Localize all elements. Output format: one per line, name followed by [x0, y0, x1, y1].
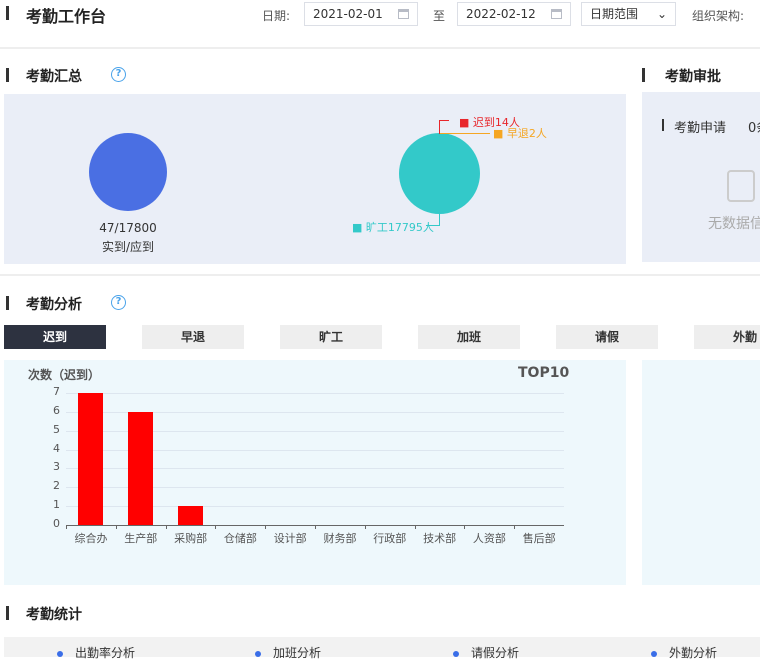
x-tick-label: 行政部: [373, 532, 407, 545]
section-marker: [6, 296, 9, 310]
apply-count: 0条: [748, 121, 760, 136]
calendar-icon: [398, 9, 409, 19]
tab-early-leave[interactable]: 早退: [142, 325, 244, 349]
end-date-value: 2022-02-12: [466, 7, 536, 21]
grid-line: [66, 506, 564, 508]
start-date-value: 2021-02-01: [313, 7, 383, 21]
divider: [0, 47, 760, 49]
x-tick-label: 技术部: [423, 532, 457, 545]
x-tick-mark: [364, 525, 366, 529]
grid-line: [66, 487, 564, 489]
empty-text: 无数据信息: [708, 216, 760, 232]
y-tick-label: 2: [53, 479, 60, 493]
stat-overtime[interactable]: 加班分析: [255, 644, 321, 661]
chart-panel-right: [642, 360, 760, 585]
section-marker: [6, 606, 9, 620]
y-axis-label: 次数（迟到）: [28, 368, 101, 382]
pie-label-early: ■ 早退2人: [493, 127, 547, 140]
statistics-title: 考勤统计: [26, 607, 82, 623]
date-range-select[interactable]: 日期范围 ⌄: [581, 2, 676, 26]
to-label: 至: [433, 9, 446, 23]
x-tick-mark: [115, 525, 117, 529]
attendance-ratio: 47/17800: [99, 221, 157, 235]
grid-line: [66, 449, 564, 451]
x-tick-label: 生产部: [124, 532, 158, 545]
x-tick-mark: [215, 525, 217, 529]
grid-line: [66, 411, 564, 413]
y-tick-label: 5: [53, 422, 60, 436]
section-marker: [6, 68, 9, 82]
y-tick-label: 7: [53, 385, 60, 398]
pie-label-absent: ■ 旷工17795人: [352, 221, 434, 234]
attendance-ratio-label: 实到/应到: [101, 240, 155, 254]
stat-field-work[interactable]: 外勤分析: [651, 644, 717, 661]
date-range-value: 日期范围: [590, 7, 639, 21]
y-tick-label: 6: [53, 403, 60, 417]
tab-field-work[interactable]: 外勤: [694, 325, 760, 349]
x-tick-mark: [414, 525, 416, 529]
date-label: 日期:: [262, 9, 291, 23]
x-tick-mark: [66, 525, 67, 529]
x-tick-label: 设计部: [273, 532, 307, 545]
grid-line: [66, 430, 564, 432]
section-marker: [642, 68, 645, 82]
x-tick-mark: [315, 525, 316, 529]
start-date-input[interactable]: 2021-02-01: [304, 2, 418, 26]
summary-panel: 47/17800 实到/应到 ■ 迟到14人 ■ 早退2人 ■ 旷工17795人: [4, 94, 626, 264]
x-tick-label: 采购部: [174, 532, 208, 545]
approval-panel: 考勤申请 0条 无数据信息: [642, 92, 760, 262]
bar: [127, 411, 153, 525]
x-tick-label: 财务部: [323, 532, 357, 545]
absence-pie: [399, 133, 480, 214]
tab-overtime[interactable]: 加班: [418, 325, 520, 349]
no-data-icon: [727, 170, 755, 202]
tab-leave[interactable]: 请假: [556, 325, 658, 349]
x-tick-label: 仓储部: [223, 532, 257, 545]
chevron-down-icon: ⌄: [656, 7, 667, 21]
y-tick-label: 4: [53, 441, 60, 455]
help-icon[interactable]: ?: [111, 295, 126, 310]
x-tick-mark: [265, 525, 267, 529]
apply-label[interactable]: 考勤申请: [674, 121, 727, 136]
x-tick-mark: [514, 525, 516, 529]
pie-label-late: ■ 迟到14人: [459, 116, 520, 129]
chart-title: TOP10: [518, 365, 570, 381]
grid-line: [66, 393, 564, 394]
chart-panel: [4, 360, 626, 585]
tab-late[interactable]: 迟到: [4, 325, 106, 349]
x-tick-label: 综合办: [74, 532, 108, 545]
calendar-icon: [551, 9, 562, 19]
x-tick-label: 售后部: [522, 532, 556, 545]
page-title: 考勤工作台: [26, 7, 107, 26]
x-tick-mark: [165, 525, 167, 529]
x-tick-label: 人资部: [472, 532, 506, 545]
bar: [78, 393, 103, 525]
x-tick-mark: [464, 525, 466, 529]
statistics-bar: [4, 637, 760, 657]
y-tick-label: 0: [53, 517, 60, 530]
end-date-input[interactable]: 2022-02-12: [457, 2, 571, 26]
y-tick-label: 1: [53, 498, 60, 512]
stat-attendance-rate[interactable]: 出勤率分析: [57, 644, 135, 661]
tab-absent[interactable]: 旷工: [280, 325, 382, 349]
approval-title: 考勤审批: [665, 69, 721, 85]
stat-leave[interactable]: 请假分析: [453, 644, 519, 661]
divider: [0, 274, 760, 276]
summary-title: 考勤汇总: [26, 69, 82, 85]
analysis-title: 考勤分析: [26, 297, 82, 313]
org-label: 组织架构:: [692, 9, 745, 23]
y-tick-label: 3: [53, 460, 60, 474]
grid-line: [66, 468, 564, 470]
title-marker: [6, 6, 9, 20]
help-icon[interactable]: ?: [111, 67, 126, 82]
bar: [177, 506, 203, 525]
attendance-pie: [89, 133, 167, 211]
x-axis: [66, 525, 564, 526]
